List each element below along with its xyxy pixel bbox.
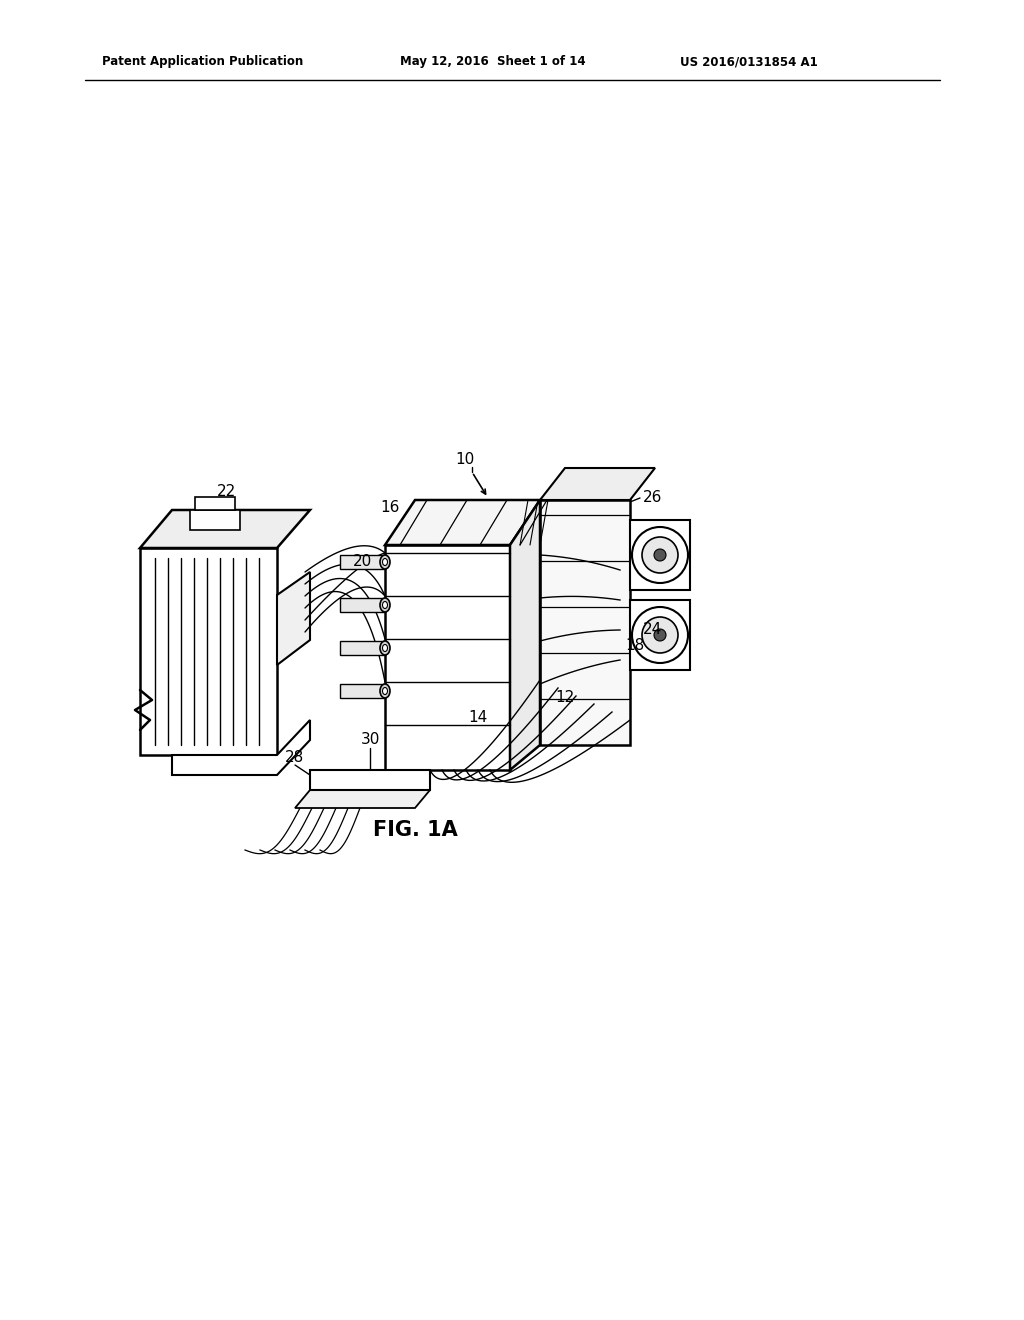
Text: 14: 14 [468,710,487,726]
Circle shape [642,616,678,653]
Text: 20: 20 [352,554,372,569]
Polygon shape [540,469,655,500]
Circle shape [654,549,666,561]
Polygon shape [510,500,540,770]
Text: 16: 16 [380,500,399,516]
Ellipse shape [383,558,387,565]
Text: May 12, 2016  Sheet 1 of 14: May 12, 2016 Sheet 1 of 14 [400,55,586,69]
Ellipse shape [383,644,387,652]
Text: US 2016/0131854 A1: US 2016/0131854 A1 [680,55,818,69]
Ellipse shape [380,642,390,655]
Text: 26: 26 [643,491,663,506]
Polygon shape [540,500,630,744]
Polygon shape [140,548,278,755]
Ellipse shape [380,598,390,612]
Text: 12: 12 [555,690,574,705]
Circle shape [642,537,678,573]
Circle shape [654,630,666,642]
Polygon shape [310,770,430,789]
Polygon shape [278,572,310,665]
Text: 24: 24 [643,623,663,638]
Polygon shape [340,598,385,612]
Text: 10: 10 [456,453,475,467]
Ellipse shape [383,602,387,609]
Polygon shape [295,789,430,808]
Polygon shape [140,510,310,548]
Text: Patent Application Publication: Patent Application Publication [102,55,303,69]
Polygon shape [340,642,385,655]
Polygon shape [385,545,510,770]
Text: 30: 30 [360,733,380,747]
Polygon shape [340,684,385,698]
Polygon shape [630,520,690,590]
Text: 22: 22 [217,484,237,499]
Ellipse shape [380,554,390,569]
Circle shape [632,607,688,663]
Polygon shape [385,500,540,545]
Ellipse shape [383,688,387,694]
Text: 18: 18 [626,638,645,652]
Circle shape [632,527,688,583]
Polygon shape [190,510,240,531]
Polygon shape [630,601,690,671]
Polygon shape [172,719,310,775]
Ellipse shape [380,684,390,698]
Text: 28: 28 [286,751,304,766]
Text: FIG. 1A: FIG. 1A [373,820,458,840]
Polygon shape [195,498,234,510]
Polygon shape [340,554,385,569]
